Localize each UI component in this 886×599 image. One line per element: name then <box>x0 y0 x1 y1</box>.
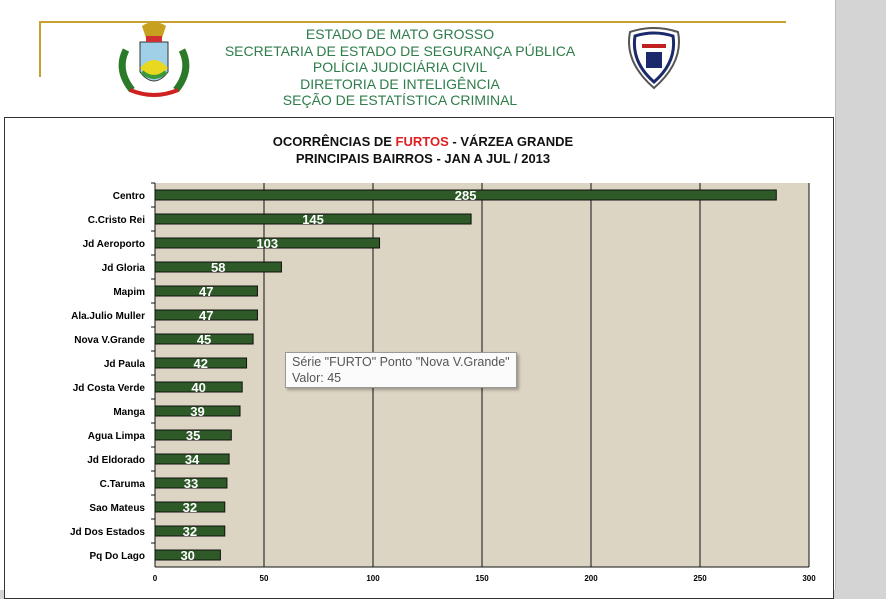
data-label: 58 <box>211 260 225 275</box>
bar <box>154 213 472 225</box>
category-label: Ala.Julio Muller <box>71 311 145 322</box>
data-label: 145 <box>302 212 324 227</box>
data-label: 42 <box>194 356 208 371</box>
header-line: ESTADO DE MATO GROSSO <box>305 26 495 42</box>
header-text: ESTADO DE MATO GROSSO SECRETARIA DE ESTA… <box>200 26 600 109</box>
state-coat-of-arms-logo <box>118 22 190 97</box>
category-label: Sao Mateus <box>89 503 145 514</box>
category-label: Manga <box>113 407 145 418</box>
bar <box>154 381 243 393</box>
data-label: 47 <box>199 308 213 323</box>
category-label: Centro <box>113 191 145 202</box>
category-label: C.Taruma <box>100 479 146 490</box>
data-label: 40 <box>191 380 205 395</box>
data-label: 33 <box>184 476 198 491</box>
title-text: - VÁRZEA GRANDE <box>448 134 574 149</box>
header-line: DIRETORIA DE INTELIGÊNCIA <box>300 75 500 92</box>
x-tick-label: 150 <box>475 574 489 583</box>
category-label: Jd Aeroporto <box>83 239 145 250</box>
data-label: 34 <box>185 452 200 467</box>
category-label: Jd Costa Verde <box>73 383 146 394</box>
bar <box>154 405 241 417</box>
bar <box>154 261 282 273</box>
chart-subtitle: PRINCIPAIS BAIRROS - JAN A JUL / 2013 <box>295 151 551 166</box>
header-line: POLÍCIA JUDICIÁRIA CIVIL <box>312 59 488 75</box>
title-highlight: FURTOS <box>395 134 449 149</box>
bar <box>154 285 258 297</box>
category-label: Jd Gloria <box>102 263 146 274</box>
bar <box>154 453 230 465</box>
title-text: OCORRÊNCIAS DE <box>272 134 396 149</box>
data-label: 285 <box>455 188 477 203</box>
category-label: Nova V.Grande <box>74 335 145 346</box>
category-label: C.Cristo Rei <box>88 215 145 226</box>
tooltip-line: Série "FURTO" Ponto "Nova V.Grande" <box>292 355 510 369</box>
bar <box>154 237 381 249</box>
data-label: 45 <box>197 332 211 347</box>
bar <box>154 477 228 489</box>
header-rule-vertical <box>39 21 41 77</box>
tooltip-line: Valor: 45 <box>292 371 342 385</box>
header-line: SEÇÃO DE ESTATÍSTICA CRIMINAL <box>282 92 518 108</box>
data-label: 35 <box>186 428 200 443</box>
data-label: 47 <box>199 284 213 299</box>
category-label: Jd Paula <box>104 359 146 370</box>
category-label: Mapim <box>113 287 145 298</box>
chart-tooltip: Série "FURTO" Ponto "Nova V.Grande" Valo… <box>285 352 517 388</box>
category-label: Jd Eldorado <box>87 455 145 466</box>
bar <box>154 501 226 513</box>
x-tick-label: 200 <box>584 574 598 583</box>
x-tick-label: 0 <box>153 574 158 583</box>
bar <box>154 309 258 321</box>
data-label: 32 <box>183 524 197 539</box>
category-label: Jd Dos Estados <box>70 527 145 538</box>
header-rule <box>39 21 786 23</box>
bar <box>154 549 221 561</box>
bar <box>154 429 232 441</box>
bar <box>154 525 226 537</box>
x-tick-label: 100 <box>366 574 380 583</box>
chart-title: OCORRÊNCIAS DE FURTOS - VÁRZEA GRANDE <box>0 134 846 149</box>
police-badge-logo <box>628 27 680 90</box>
x-tick-label: 300 <box>802 574 816 583</box>
data-label: 30 <box>180 548 194 563</box>
x-tick-label: 50 <box>260 574 269 583</box>
data-label: 39 <box>190 404 204 419</box>
header-line: SECRETARIA DE ESTADO DE SEGURANÇA PÚBLIC… <box>224 42 576 59</box>
category-label: Pq Do Lago <box>89 551 145 562</box>
data-label: 103 <box>256 236 278 251</box>
data-label: 32 <box>183 500 197 515</box>
bar <box>154 333 254 345</box>
x-tick-label: 250 <box>693 574 707 583</box>
bar <box>154 357 248 369</box>
category-label: Agua Limpa <box>88 431 146 442</box>
bar <box>154 189 777 201</box>
